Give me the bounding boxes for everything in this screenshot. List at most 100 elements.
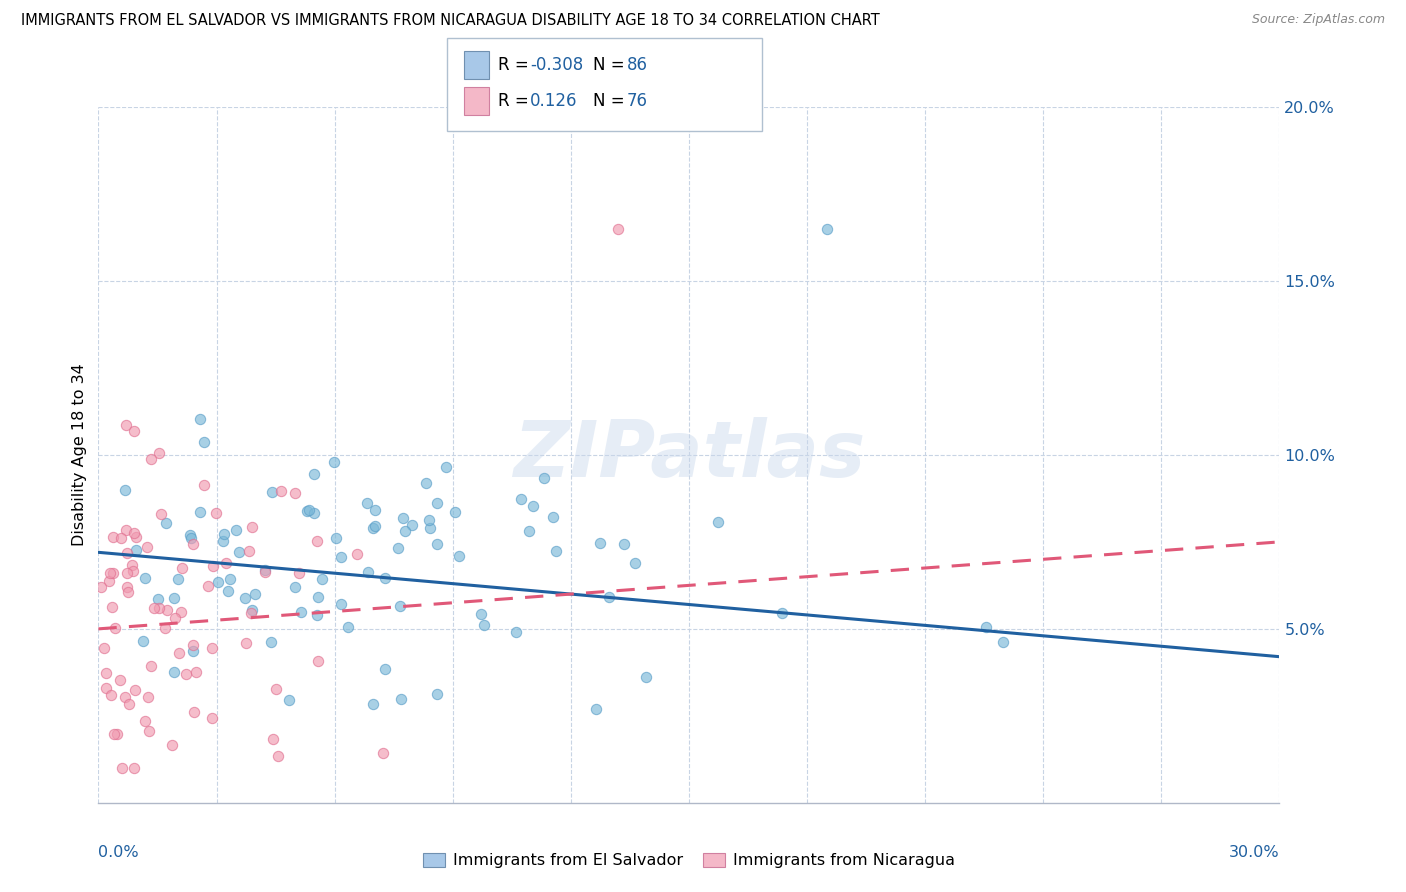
Point xyxy=(311,572,333,586)
Point xyxy=(770,607,793,621)
Point xyxy=(98,574,121,588)
Point xyxy=(363,519,385,533)
Point xyxy=(193,478,215,492)
Point xyxy=(260,485,283,500)
Point xyxy=(139,658,162,673)
Point xyxy=(522,499,544,513)
Point xyxy=(181,638,204,652)
Point xyxy=(136,540,159,554)
Text: R =: R = xyxy=(498,92,534,110)
Point xyxy=(217,583,239,598)
Text: 76: 76 xyxy=(627,92,648,110)
Point xyxy=(138,724,160,739)
Point xyxy=(361,521,384,535)
Point xyxy=(290,605,312,619)
Point xyxy=(207,574,229,589)
Point xyxy=(426,687,449,701)
Point xyxy=(418,513,440,527)
Point xyxy=(167,572,190,586)
Text: IMMIGRANTS FROM EL SALVADOR VS IMMIGRANTS FROM NICARAGUA DISABILITY AGE 18 TO 34: IMMIGRANTS FROM EL SALVADOR VS IMMIGRANT… xyxy=(21,13,880,29)
Point xyxy=(295,504,318,518)
Point xyxy=(391,511,413,525)
Point xyxy=(141,451,163,466)
Point xyxy=(228,545,250,559)
Point xyxy=(103,530,125,544)
Point xyxy=(472,617,495,632)
Point xyxy=(225,523,247,537)
Point xyxy=(612,537,634,551)
Point xyxy=(624,557,647,571)
Point xyxy=(174,666,197,681)
Point xyxy=(364,503,387,517)
Point xyxy=(179,528,201,542)
Point xyxy=(121,558,143,572)
Point xyxy=(103,726,125,740)
Point xyxy=(322,455,344,469)
Point xyxy=(104,621,127,635)
Text: 30.0%: 30.0% xyxy=(1229,845,1279,860)
Point xyxy=(278,693,301,707)
Text: R =: R = xyxy=(498,56,534,74)
Point xyxy=(361,697,384,711)
Point xyxy=(589,536,612,550)
Point xyxy=(101,566,124,581)
Point xyxy=(117,585,139,599)
Point xyxy=(94,681,117,695)
Point xyxy=(215,556,238,570)
Point xyxy=(607,221,630,235)
Point xyxy=(374,662,396,676)
Point xyxy=(111,761,134,775)
Text: 86: 86 xyxy=(627,56,648,74)
Point xyxy=(510,491,533,506)
Point xyxy=(188,505,211,519)
Point xyxy=(181,537,204,551)
Point xyxy=(90,580,112,594)
Point xyxy=(307,654,329,668)
Point xyxy=(132,634,155,648)
Point xyxy=(284,486,307,500)
Point xyxy=(122,761,145,775)
Point xyxy=(148,446,170,460)
Point xyxy=(541,510,564,524)
Point xyxy=(122,424,145,438)
Point xyxy=(156,603,179,617)
Point xyxy=(544,544,567,558)
Point xyxy=(155,516,177,530)
Point xyxy=(325,531,347,545)
Point xyxy=(153,621,176,635)
Point xyxy=(110,531,132,545)
Point xyxy=(288,566,311,581)
Point xyxy=(134,714,156,728)
Point xyxy=(167,646,190,660)
Point xyxy=(254,563,277,577)
Point xyxy=(329,597,352,611)
Point xyxy=(115,546,138,560)
Point xyxy=(302,467,325,482)
Point xyxy=(238,544,260,558)
Point xyxy=(533,471,555,485)
Point xyxy=(373,747,395,761)
Point xyxy=(201,641,224,656)
Point xyxy=(219,572,242,586)
Point xyxy=(634,670,657,684)
Point xyxy=(125,543,148,558)
Point xyxy=(240,603,263,617)
Legend: Immigrants from El Salvador, Immigrants from Nicaragua: Immigrants from El Salvador, Immigrants … xyxy=(416,847,962,875)
Point xyxy=(142,600,165,615)
Point xyxy=(183,705,205,719)
Point xyxy=(415,475,437,490)
Point xyxy=(505,624,527,639)
Point xyxy=(298,503,321,517)
Point xyxy=(283,580,305,594)
Point xyxy=(243,587,266,601)
Text: 0.0%: 0.0% xyxy=(98,845,139,860)
Point xyxy=(98,566,121,581)
Point xyxy=(197,578,219,592)
Point xyxy=(165,611,187,625)
Text: ZIPatlas: ZIPatlas xyxy=(513,417,865,493)
Point xyxy=(160,739,183,753)
Point xyxy=(188,412,211,426)
Point xyxy=(201,558,224,573)
Point xyxy=(93,640,115,655)
Point xyxy=(115,524,138,538)
